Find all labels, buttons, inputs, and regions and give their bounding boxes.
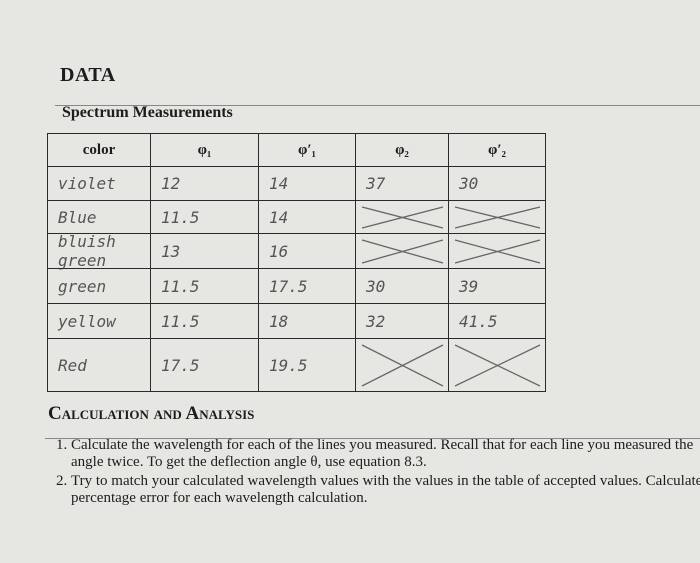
crossed-cell [448,200,546,234]
cell: 14 [258,166,356,201]
cross-mark [361,344,444,387]
cell: 11.5 [150,200,259,234]
rule [45,438,700,439]
rule [55,105,700,106]
cell: violet [47,166,151,201]
cell: bluish green [47,232,151,270]
cell: 30 [448,166,546,201]
stroke [361,344,444,387]
cell: 14 [258,200,356,234]
cell: yellow [47,303,151,339]
crossed-cell [355,233,449,269]
table-title: Spectrum Measurements [62,104,233,121]
cell: Blue [47,200,151,234]
section-title: Calculation and Analysis [48,403,255,424]
list-item: Calculate the wavelength for each of the… [71,437,700,471]
header-cell: φ₁ [150,133,259,167]
cross-mark [361,239,444,264]
crossed-cell [355,338,449,392]
list: Calculate the wavelength for each of the… [45,437,700,509]
cross-mark [361,206,444,229]
cross-mark [454,344,541,387]
cell: 17.5 [150,338,259,392]
cell: 11.5 [150,268,259,304]
header-cell: φ′₁ [258,133,356,167]
cell: 32 [355,303,449,339]
header-cell: φ′₂ [448,133,546,167]
header-cell: color [47,133,151,167]
stroke [454,239,541,264]
table: color φ₁ φ′₁ φ₂ φ′₂ violet 12 14 37 30 Blue 11.5 14 b… [47,133,546,392]
section-title: DATA [60,64,116,86]
list-item: Try to match your calculated wavelength … [71,473,700,507]
cell: 16 [258,233,356,269]
cell: 13 [150,233,259,269]
cell: Red [47,338,151,392]
cell: green [47,268,151,304]
cell: 11.5 [150,303,259,339]
cell: 17.5 [258,268,356,304]
header-cell: φ₂ [355,133,449,167]
cell: 30 [355,268,449,304]
crossed-cell [448,338,546,392]
crossed-cell [355,200,449,234]
cell: 12 [150,166,259,201]
cell: 39 [448,268,546,304]
cell: 37 [355,166,449,201]
stroke [361,206,444,229]
cross-mark [454,206,541,229]
stroke [454,344,541,387]
stroke [361,239,444,264]
cell: 19.5 [258,338,356,392]
crossed-cell [448,233,546,269]
cross-mark [454,239,541,264]
stroke [454,206,541,229]
cell: 18 [258,303,356,339]
cell: 41.5 [448,303,546,339]
